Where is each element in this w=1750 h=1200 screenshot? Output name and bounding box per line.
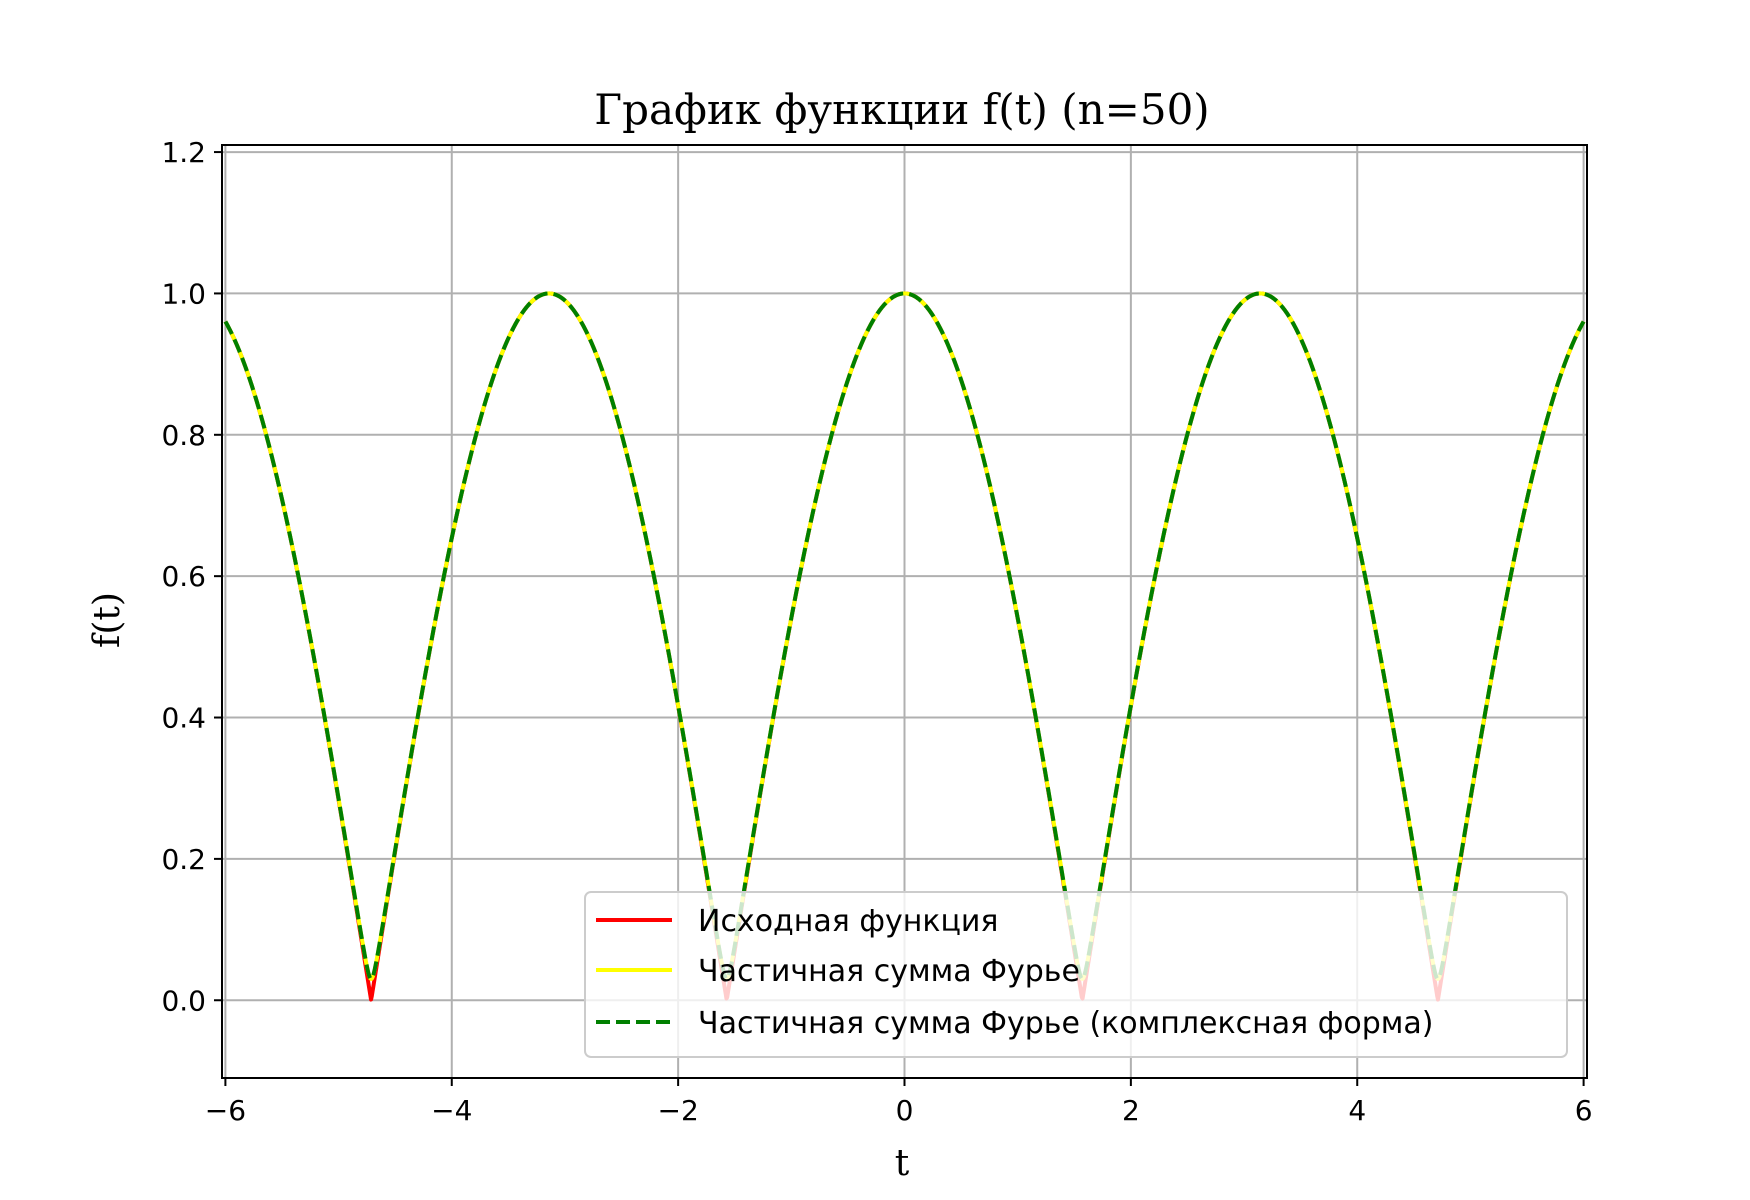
legend-label-fourier: Частичная сумма Фурье bbox=[698, 954, 1080, 989]
x-tick-label: −4 bbox=[431, 1094, 472, 1127]
x-tick-label: 4 bbox=[1348, 1094, 1366, 1127]
y-tick-label: 0.0 bbox=[161, 984, 206, 1017]
y-tick-label: 0.6 bbox=[161, 560, 206, 593]
series-line-2 bbox=[223, 291, 1586, 982]
y-axis-label: f(t) bbox=[87, 592, 128, 648]
y-tick-label: 0.2 bbox=[161, 843, 206, 876]
legend-label-original: Исходная функция bbox=[698, 904, 998, 939]
legend-box bbox=[584, 891, 1568, 1058]
x-tick-label: 6 bbox=[1575, 1094, 1593, 1127]
chart-title: График функции f(t) (n=50) bbox=[594, 85, 1209, 134]
y-tick-label: 0.8 bbox=[161, 419, 206, 452]
y-tick-label: 0.4 bbox=[161, 702, 206, 735]
plot-lines bbox=[223, 291, 1586, 1002]
x-tick-label: −2 bbox=[657, 1094, 698, 1127]
x-tick-label: 0 bbox=[896, 1094, 914, 1127]
x-tick-label: −6 bbox=[205, 1094, 246, 1127]
x-tick-label: 2 bbox=[1122, 1094, 1140, 1127]
legend-label-fourier-complex: Частичная сумма Фурье (комплексная форма… bbox=[698, 1006, 1433, 1041]
ticks: −6 −4 −2 0 2 4 6 0.0 0.2 0.4 0.6 0.8 1.0 1.2 bbox=[161, 136, 1592, 1127]
x-axis-label: t bbox=[895, 1143, 910, 1184]
y-tick-label: 1.0 bbox=[161, 277, 206, 310]
legend: Исходная функция Частичная сумма Фурье Ч… bbox=[584, 891, 1568, 1058]
y-tick-label: 1.2 bbox=[161, 136, 206, 169]
